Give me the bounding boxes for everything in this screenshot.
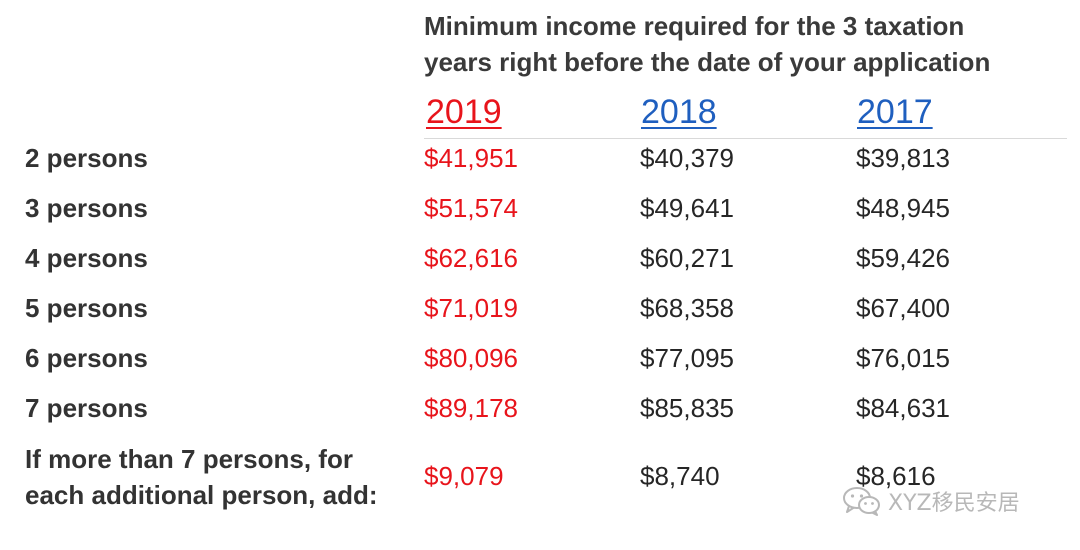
cell-2017: $39,813	[856, 143, 950, 173]
cell-2017: $59,426	[856, 243, 950, 273]
cell-2019: $9,079	[424, 461, 504, 491]
cell-2018: $49,641	[640, 193, 734, 223]
cell-2019: $80,096	[424, 343, 518, 373]
heading-line-1: Minimum income required for the 3 taxati…	[424, 11, 965, 41]
row-label-line-1: If more than 7 persons, for	[25, 444, 353, 474]
year-header-2018[interactable]: 2018	[641, 93, 717, 131]
cell-2019: $71,019	[424, 293, 518, 323]
cell-2017: $67,400	[856, 293, 950, 323]
cell-2019: $62,616	[424, 243, 518, 273]
cell-2017: $48,945	[856, 193, 950, 223]
watermark: XYZ移民安居	[842, 483, 1020, 519]
row-label: 2 persons	[25, 143, 148, 173]
heading-line-2: years right before the date of your appl…	[424, 47, 991, 77]
wechat-icon	[842, 486, 882, 516]
cell-2017: $84,631	[856, 393, 950, 423]
row-label: 7 persons	[25, 393, 148, 423]
table-heading: Minimum income required for the 3 taxati…	[424, 8, 1064, 80]
cell-2017: $8,616	[856, 461, 936, 491]
cell-2018: $68,358	[640, 293, 734, 323]
cell-2019: $41,951	[424, 143, 518, 173]
cell-2018: $77,095	[640, 343, 734, 373]
row-label: If more than 7 persons, for each additio…	[25, 441, 415, 513]
row-label-line-2: each additional person, add:	[25, 480, 378, 510]
year-header-2019[interactable]: 2019	[426, 93, 502, 131]
cell-2018: $8,740	[640, 461, 720, 491]
row-label: 4 persons	[25, 243, 148, 273]
header-divider	[424, 138, 1067, 139]
cell-2018: $60,271	[640, 243, 734, 273]
year-header-2017[interactable]: 2017	[857, 93, 933, 131]
row-label: 6 persons	[25, 343, 148, 373]
watermark-text: XYZ移民安居	[888, 491, 1020, 516]
cell-2019: $51,574	[424, 193, 518, 223]
cell-2019: $89,178	[424, 393, 518, 423]
cell-2018: $85,835	[640, 393, 734, 423]
row-label: 3 persons	[25, 193, 148, 223]
row-label: 5 persons	[25, 293, 148, 323]
cell-2017: $76,015	[856, 343, 950, 373]
cell-2018: $40,379	[640, 143, 734, 173]
